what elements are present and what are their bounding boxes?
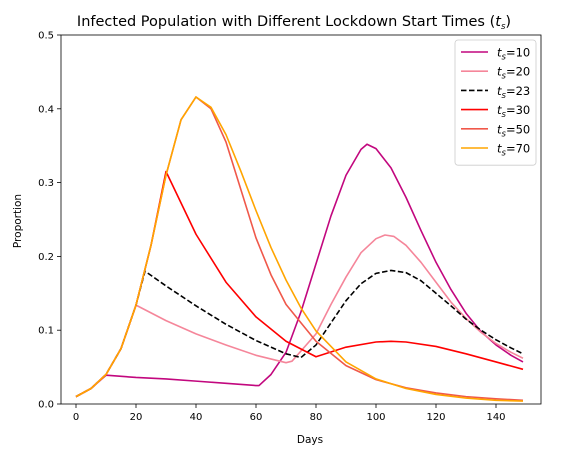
x-tick-label-5: 100	[366, 412, 385, 423]
legend: ts=10 ts=20 ts=23 ts=30 ts=50 ts=70	[454, 39, 537, 166]
legend-label-3: ts=30	[497, 103, 530, 120]
legend-label-1: ts=20	[497, 65, 530, 82]
chart-title: Infected Population with Different Lockd…	[77, 14, 511, 32]
x-tick-label-6: 120	[426, 412, 445, 423]
x-tick-label-3: 60	[250, 412, 263, 423]
x-axis-label: Days	[297, 434, 323, 446]
y-tick-label-0: 0.0	[38, 400, 54, 411]
legend-label-5: ts=70	[497, 142, 530, 159]
series-line-0	[75, 143, 524, 398]
x-tick-label-1: 20	[130, 412, 143, 423]
chart-title-text: Infected Population with Different Lockd…	[77, 14, 485, 30]
legend-label-0: ts=10	[497, 46, 530, 63]
y-tick-label-2: 0.2	[38, 252, 54, 263]
plot-lines	[75, 96, 524, 402]
y-axis: 0.0 0.1 0.2 0.3 0.4 0.5	[38, 31, 61, 411]
x-tick-label-7: 140	[486, 412, 505, 423]
plot-frame	[60, 34, 542, 405]
legend-label-2: ts=23	[497, 84, 530, 101]
series-line-5	[75, 96, 524, 402]
chart-title-sub: s	[501, 22, 506, 32]
series-line-3	[75, 170, 524, 398]
y-tick-label-1: 0.1	[38, 326, 54, 337]
legend-label-4: ts=50	[497, 122, 530, 139]
y-tick-label-3: 0.3	[38, 178, 54, 189]
x-axis: 0 20 40 60 80 100 120 140	[73, 404, 506, 423]
chart-title-math: t	[495, 14, 502, 30]
y-tick-label-4: 0.4	[38, 104, 54, 115]
x-tick-label-0: 0	[73, 412, 79, 423]
x-tick-label-4: 80	[310, 412, 323, 423]
y-tick-label-5: 0.5	[38, 31, 54, 42]
y-axis-label: Proportion	[12, 194, 24, 248]
x-tick-label-2: 40	[190, 412, 203, 423]
series-line-1	[75, 234, 524, 398]
